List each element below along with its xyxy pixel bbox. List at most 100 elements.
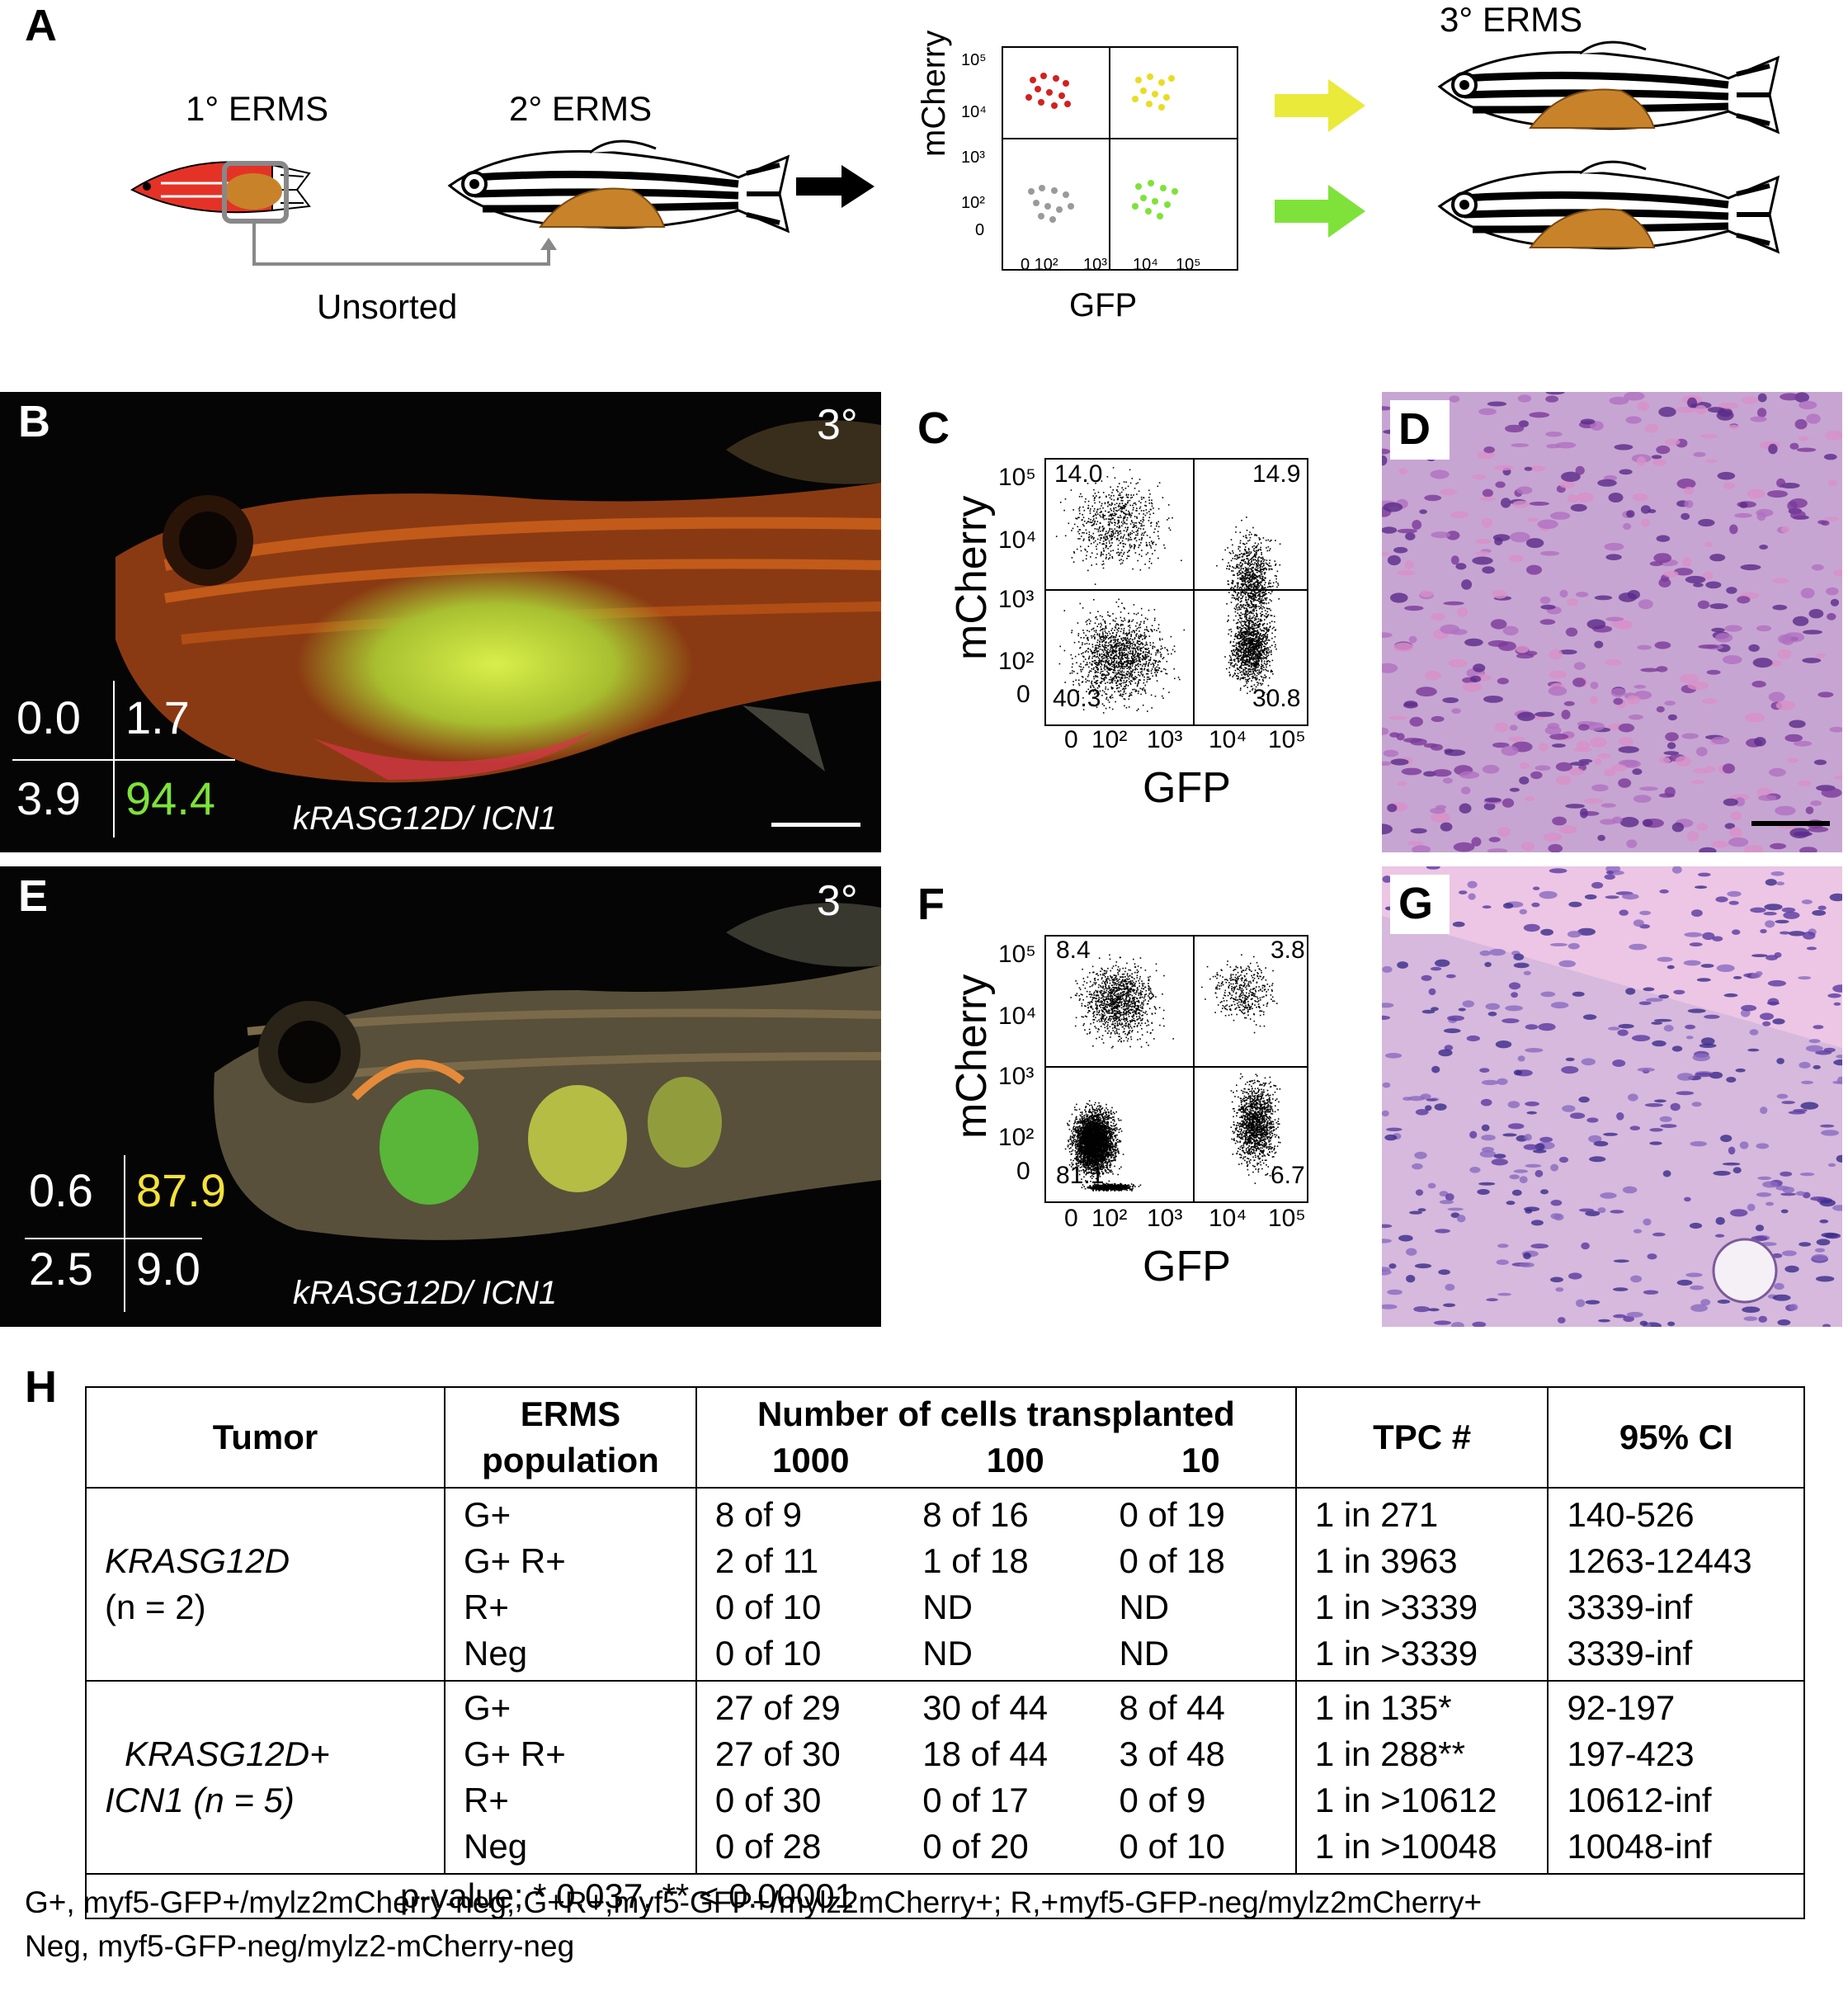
tpc-table: Tumor ERMS population Number of cells tr… — [84, 1386, 1805, 1919]
quadrant-divider-v — [124, 1155, 125, 1312]
tumor-cell: KRASG12D (n = 2) — [84, 1487, 446, 1682]
quadrant-lr-c: 30.8 — [1252, 685, 1301, 712]
header-population: ERMS population — [444, 1386, 697, 1489]
dose-10-cell: 8 of 44 3 of 48 0 of 9 0 of 10 — [1101, 1680, 1297, 1875]
footnote-line-2: Neg, myf5-GFP-neg/mylz2-mCherry-neg — [25, 1929, 575, 1963]
ylabel-c: mCherry — [948, 495, 996, 660]
fish-photo-e: 3° 0.6 87.9 2.5 9.0 kRASG12D/ ICN1 — [0, 866, 881, 1327]
header-dose: 100 — [986, 1441, 1044, 1479]
tertiary-erms-label: 3° ERMS — [1440, 0, 1583, 39]
fcs-plot-f — [1044, 935, 1308, 1203]
ytick-c: 10² — [998, 648, 1035, 675]
secondary-erms-label: 2° ERMS — [509, 89, 653, 128]
panel-label-a: A — [25, 1, 57, 50]
schematic-ytick: 10² — [961, 194, 985, 212]
schematic-xtick: 10⁵ — [1176, 256, 1201, 274]
genotype-label-b: kRASG12D/ ICN1 — [293, 800, 558, 837]
panel-label-b: B — [18, 397, 50, 446]
panel-label-c: C — [917, 403, 950, 453]
table-group-row: KRASG12D (n = 2) G+ G+ R+ R+ Neg 8 of 9 … — [84, 1487, 1805, 1682]
xtick-f: 10² — [1091, 1205, 1128, 1232]
quadrant-ul-c: 14.0 — [1054, 460, 1103, 488]
xlabel-f: GFP — [1143, 1243, 1231, 1291]
quadrant-ll-e: 2.5 — [29, 1243, 93, 1295]
population-cell: G+ G+ R+ R+ Neg — [444, 1680, 697, 1875]
ytick-f: 0 — [1016, 1158, 1030, 1185]
schematic-xtick: 10⁴ — [1133, 256, 1158, 274]
ci-cell: 140-526 1263-12443 3339-inf 3339-inf — [1547, 1487, 1805, 1682]
table-group-row: KRASG12D+ ICN1 (n = 5) G+ G+ R+ R+ Neg 2… — [84, 1680, 1805, 1875]
quadrant-ul-f: 8.4 — [1056, 937, 1091, 964]
ytick-f: 10⁵ — [998, 941, 1036, 968]
histology-image-d: D — [1382, 392, 1842, 852]
quadrant-ur-c: 14.9 — [1252, 460, 1301, 488]
xtick-c: 0 — [1064, 726, 1078, 753]
quadrant-ul-b: 0.0 — [16, 691, 81, 743]
quadrant-lr-e: 9.0 — [136, 1243, 200, 1295]
yellow-arrow-icon — [1275, 79, 1365, 132]
pvalue-row: p-value; * 0.037, ** < 0.00001 — [85, 1873, 1805, 1919]
panel-label-h: H — [25, 1362, 57, 1412]
header-dose: 10 — [1181, 1441, 1220, 1479]
scale-bar — [771, 823, 860, 827]
dose-1000-cell: 27 of 29 27 of 30 0 of 30 0 of 28 — [695, 1680, 905, 1875]
panel-label-d: D — [1398, 404, 1431, 454]
quadrant-divider-h — [12, 759, 235, 761]
dose-1000-cell: 8 of 9 2 of 11 0 of 10 0 of 10 — [695, 1487, 905, 1682]
panel-label-f: F — [917, 880, 945, 929]
histology-image-g: G — [1382, 866, 1842, 1327]
schematic-ytick: 10⁵ — [961, 51, 987, 69]
tumor-cell: KRASG12D+ ICN1 (n = 5) — [84, 1680, 446, 1875]
passage-label-b: 3° — [817, 401, 858, 449]
quadrant-ll-c: 40.3 — [1053, 685, 1101, 712]
ylabel-f: mCherry — [948, 974, 996, 1139]
scale-bar — [1751, 821, 1830, 826]
dose-100-cell: 8 of 16 1 of 18 ND ND — [904, 1487, 1101, 1682]
quadrant-ur-e: 87.9 — [136, 1164, 226, 1216]
table-header-row: Tumor ERMS population Number of cells tr… — [84, 1386, 1805, 1489]
schematic-xtick: 10³ — [1083, 256, 1107, 274]
unsorted-label: Unsorted — [317, 287, 458, 326]
green-arrow-icon — [1275, 185, 1365, 238]
quadrant-ul-e: 0.6 — [29, 1164, 93, 1216]
xtick-c: 10⁴ — [1209, 726, 1247, 753]
schematic-ytick: 0 — [975, 221, 985, 239]
population-cell: G+ G+ R+ R+ Neg — [444, 1487, 697, 1682]
header-cells-transplanted: Number of cells transplanted 1000 100 10 — [695, 1386, 1297, 1489]
ci-cell: 92-197 197-423 10612-inf 10048-inf — [1547, 1680, 1805, 1875]
panel-label-e: E — [18, 871, 49, 921]
ytick-c: 0 — [1016, 681, 1030, 708]
tertiary-fish-1-icon — [1437, 40, 1780, 134]
tpc-cell: 1 in 271 1 in 3963 1 in >3339 1 in >3339 — [1294, 1487, 1549, 1682]
xtick-f: 10³ — [1147, 1205, 1183, 1232]
fcs-plot-c — [1044, 458, 1308, 726]
xtick-f: 10⁴ — [1209, 1205, 1247, 1232]
dose-10-cell: 0 of 19 0 of 18 ND ND — [1101, 1487, 1297, 1682]
ytick-c: 10³ — [998, 586, 1035, 613]
passage-label-e: 3° — [817, 877, 858, 925]
schematic-fcs-plot — [1002, 46, 1238, 271]
dose-100-cell: 30 of 44 18 of 44 0 of 17 0 of 20 — [904, 1680, 1101, 1875]
tertiary-fish-2-icon — [1437, 160, 1780, 254]
header-tumor: Tumor — [84, 1386, 446, 1489]
secondary-fish-icon — [447, 139, 790, 234]
quadrant-ll-f: 81.1 — [1056, 1162, 1105, 1189]
pvalue-cell: p-value; * 0.037, ** < 0.00001 — [85, 1873, 1805, 1919]
quadrant-lr-f: 6.7 — [1270, 1162, 1305, 1189]
quadrant-ll-b: 3.9 — [16, 772, 81, 824]
schematic-xtick: 0 10² — [1021, 256, 1058, 274]
footnote-line-1: G+, myf5-GFP+/mylz2mCherry-neg; G+R+,myf… — [25, 1885, 1483, 1919]
primary-fish-icon — [130, 161, 311, 224]
xtick-c: 10³ — [1147, 726, 1183, 753]
panel-a-schematic — [130, 40, 1780, 271]
schematic-ylabel: mCherry — [916, 30, 952, 157]
quadrant-ur-f: 3.8 — [1270, 937, 1305, 964]
header-tpc: TPC # — [1294, 1386, 1549, 1489]
quadrant-ur-b: 1.7 — [125, 691, 190, 743]
schematic-ytick: 10³ — [961, 149, 985, 167]
ytick-f: 10² — [998, 1124, 1035, 1151]
quadrant-divider-h — [25, 1238, 202, 1239]
fish-photo-b: 3° 0.0 1.7 3.9 94.4 kRASG12D/ ICN1 — [0, 392, 881, 852]
primary-erms-label: 1° ERMS — [186, 89, 329, 128]
xtick-f: 10⁵ — [1268, 1205, 1306, 1232]
